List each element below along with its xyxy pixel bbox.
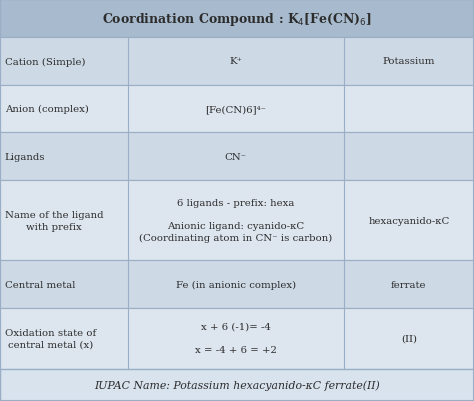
Text: CN⁻: CN⁻ [225, 152, 247, 161]
Bar [0, 38, 474, 85]
Text: hexacyanido-κC: hexacyanido-κC [368, 216, 449, 225]
Text: Potassium: Potassium [383, 57, 435, 66]
Text: 6 ligands - prefix: hexa

Anionic ligand: cyanido-κC
(Coordinating atom in CN⁻ i: 6 ligands - prefix: hexa Anionic ligand:… [139, 198, 332, 243]
Bar [0, 0, 474, 38]
Text: Name of the ligand
with prefix: Name of the ligand with prefix [5, 210, 103, 231]
Text: Central metal: Central metal [5, 280, 75, 289]
Text: Coordination Compound : K$_4$[Fe(CN)$_6$]: Coordination Compound : K$_4$[Fe(CN)$_6$… [102, 10, 372, 28]
Text: IUPAC Name: Potassium hexacyanido-κC ferrate(II): IUPAC Name: Potassium hexacyanido-κC fer… [94, 379, 380, 390]
Text: ferrate: ferrate [391, 280, 427, 289]
Text: Ligands: Ligands [5, 152, 45, 161]
Bar [0, 261, 474, 308]
Text: Oxidation state of
central metal (x): Oxidation state of central metal (x) [5, 328, 96, 349]
Text: x + 6 (-1)= -4

x = -4 + 6 = +2: x + 6 (-1)= -4 x = -4 + 6 = +2 [195, 322, 277, 354]
Text: [Fe(CN)6]⁴⁻: [Fe(CN)6]⁴⁻ [205, 105, 266, 114]
Text: Anion (complex): Anion (complex) [5, 105, 89, 114]
Bar [0, 369, 474, 401]
Text: (II): (II) [401, 334, 417, 343]
Text: Cation (Simple): Cation (Simple) [5, 57, 85, 66]
Text: Fe (in anionic complex): Fe (in anionic complex) [176, 280, 296, 289]
Bar [0, 308, 474, 369]
Bar [0, 133, 474, 180]
Bar [0, 85, 474, 133]
Bar [0, 180, 474, 261]
Text: K⁺: K⁺ [229, 57, 242, 66]
